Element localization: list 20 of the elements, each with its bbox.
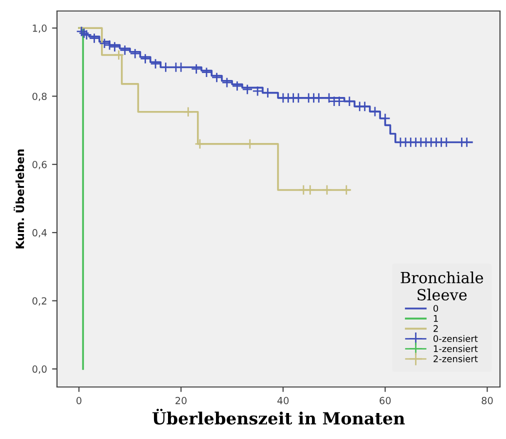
x-tick-label: 20 [176, 396, 187, 404]
legend-label: 1 [434, 315, 438, 322]
y-tick-label: 1,0 [32, 24, 47, 33]
legend-title: Bronchiale Sleeve [400, 272, 484, 300]
y-tick-label: 0,2 [32, 297, 46, 306]
legend-label: 0-zensiert [434, 335, 478, 342]
x-tick-label: 60 [380, 396, 391, 404]
x-axis-title: Überlebenszeit in Monaten [152, 408, 405, 425]
y-tick-label: 0,4 [32, 229, 47, 238]
legend-label: 1-zensiert [434, 345, 478, 352]
legend-label: 2-zensiert [434, 355, 478, 362]
y-tick-label: 0,0 [32, 365, 47, 374]
y-tick-label: 0,6 [32, 160, 47, 170]
x-tick-label: 0 [76, 396, 82, 404]
y-tick-label: 0,8 [32, 92, 47, 102]
legend-label: 0 [434, 304, 438, 312]
x-tick-label: 80 [482, 396, 493, 404]
legend-label: 2 [434, 325, 438, 332]
x-tick-label: 40 [277, 396, 289, 404]
y-axis-title: Kum. Überleben [14, 150, 24, 248]
